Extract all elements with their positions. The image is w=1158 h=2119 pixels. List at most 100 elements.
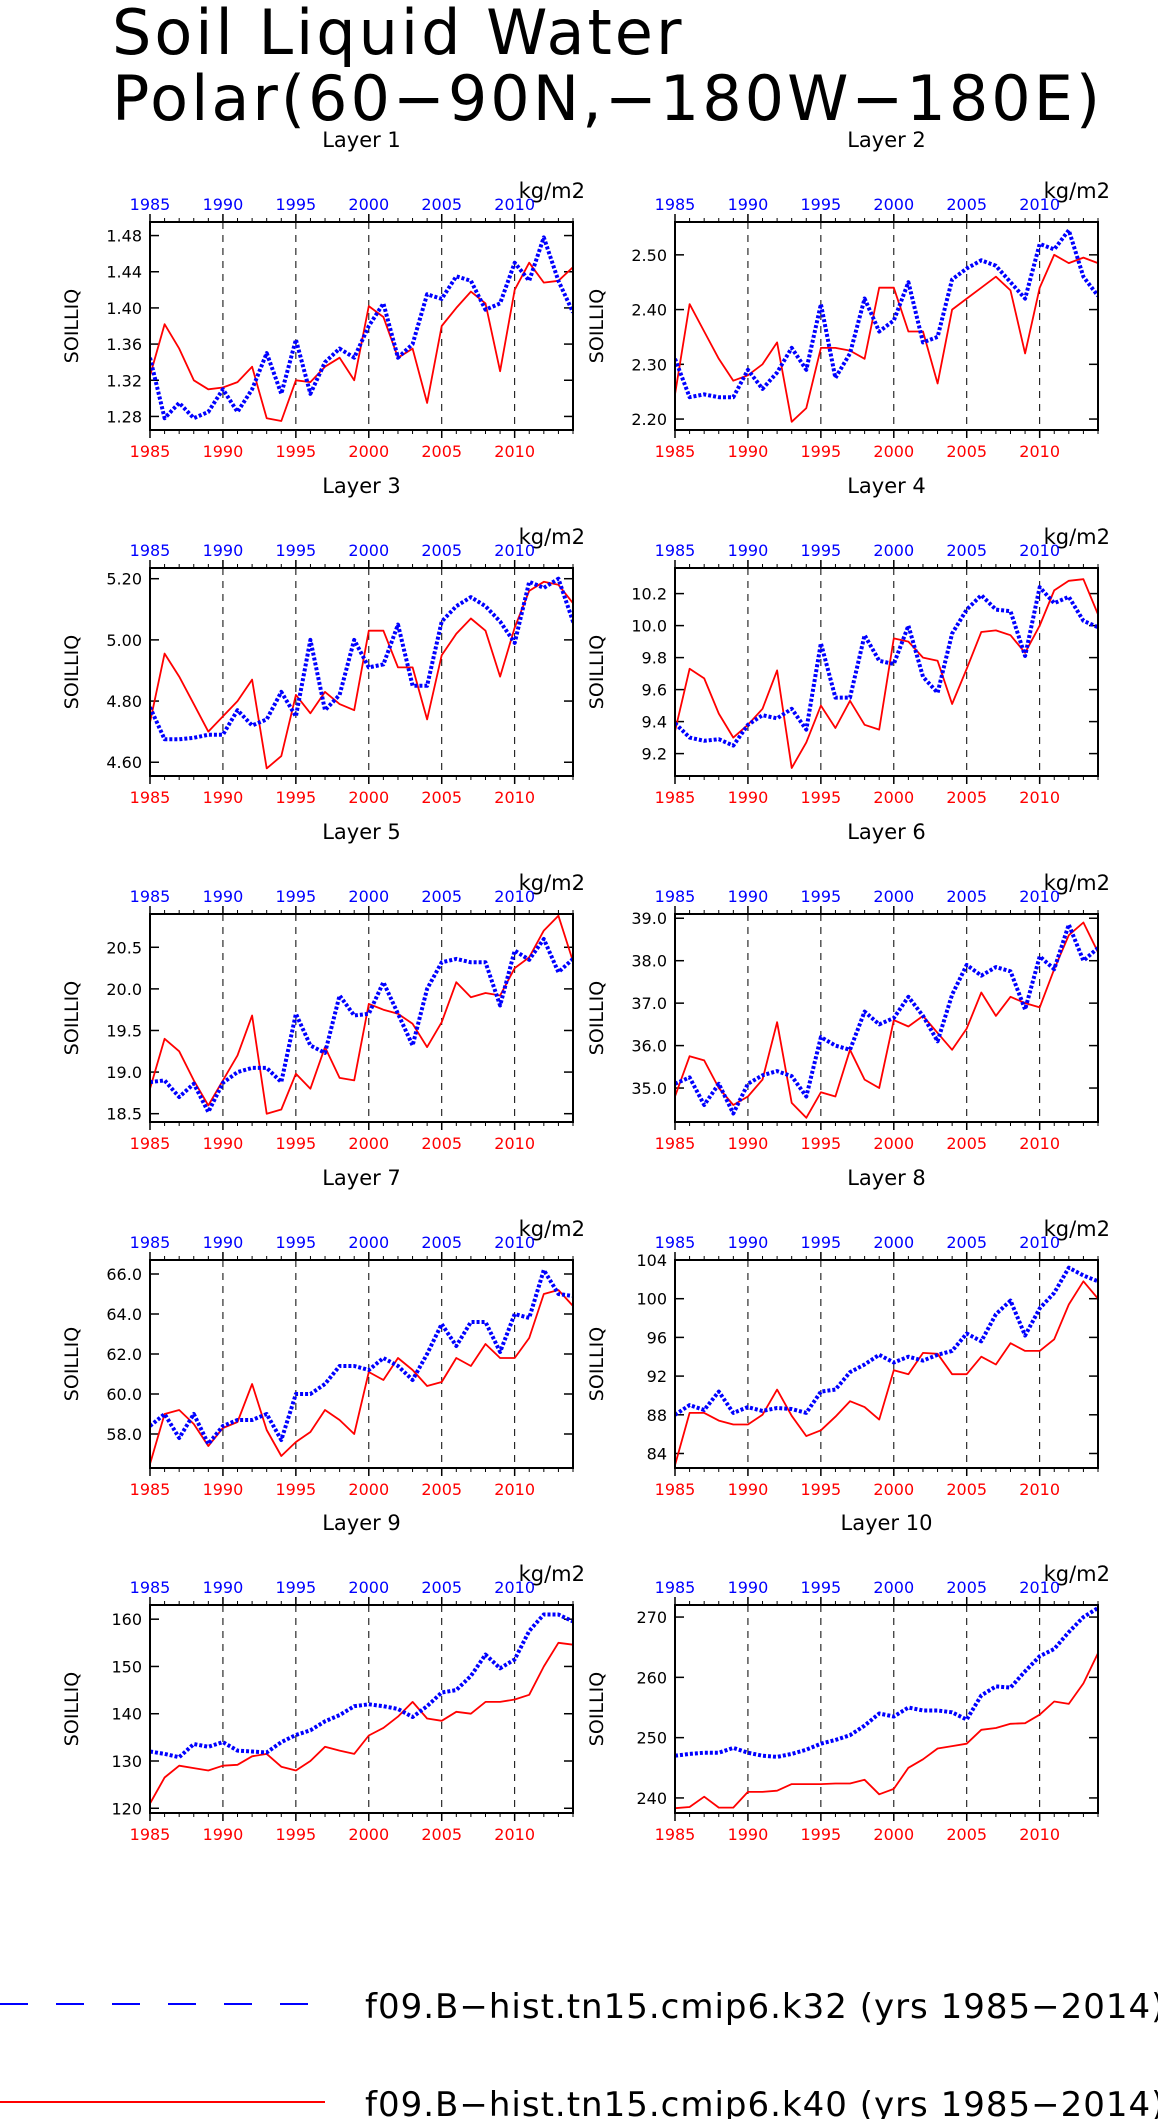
y-tick-label: 38.0 xyxy=(631,952,667,971)
y-tick-label: 4.80 xyxy=(106,692,142,711)
x-tick-label-bottom: 1995 xyxy=(801,1825,842,1844)
legend: f09.B−hist.tn15.cmip6.k32 (yrs 1985−2014… xyxy=(0,1987,1158,2119)
y-axis-label: SOILLIQ xyxy=(586,1672,608,1746)
x-tick-label-bottom: 1985 xyxy=(130,1134,171,1153)
y-tick-label: 260 xyxy=(636,1668,667,1687)
series-line-k32 xyxy=(675,585,1098,748)
x-tick-label-bottom: 2010 xyxy=(1019,442,1060,461)
y-tick-label: 1.36 xyxy=(106,335,142,354)
x-tick-label-top: 1990 xyxy=(728,887,769,906)
chart-title: Layer 3 xyxy=(322,474,401,498)
x-tick-label-top: 2000 xyxy=(873,195,914,214)
x-tick-label-bottom: 2010 xyxy=(1019,788,1060,807)
y-tick-label: 140 xyxy=(111,1705,142,1724)
series-group xyxy=(675,578,1098,769)
x-tick-label-top: 1990 xyxy=(728,541,769,560)
y-tick-label: 1.40 xyxy=(106,299,142,318)
x-tick-label-bottom: 2005 xyxy=(946,1825,987,1844)
x-tick-label-bottom: 1990 xyxy=(728,1480,769,1499)
series-line-k40 xyxy=(150,580,573,770)
y-axis-label: SOILLIQ xyxy=(61,289,83,363)
x-tick-label-bottom: 2010 xyxy=(1019,1134,1060,1153)
y-tick-label: 60.0 xyxy=(106,1385,142,1404)
x-tick-label-top: 2000 xyxy=(348,1233,389,1252)
x-tick-label-bottom: 1990 xyxy=(203,788,244,807)
x-tick-label-bottom: 1990 xyxy=(728,442,769,461)
y-tick-label: 130 xyxy=(111,1752,142,1771)
series-line-k32 xyxy=(150,937,573,1114)
x-tick-label-bottom: 1995 xyxy=(801,1134,842,1153)
x-tick-label-top: 2000 xyxy=(873,887,914,906)
series-line-k32 xyxy=(675,1265,1098,1417)
chart-title: Layer 8 xyxy=(847,1166,926,1190)
y-tick-label: 96 xyxy=(647,1328,667,1347)
y-axis-label: SOILLIQ xyxy=(61,1327,83,1401)
x-tick-label-bottom: 1985 xyxy=(130,788,171,807)
x-tick-label-top: 1990 xyxy=(203,1578,244,1597)
x-tick-label-top: 2005 xyxy=(946,1233,987,1252)
units-label: kg/m2 xyxy=(519,871,585,895)
x-tick-label-top: 1990 xyxy=(728,1578,769,1597)
x-tick-label-top: 1995 xyxy=(276,195,317,214)
units-label: kg/m2 xyxy=(519,1562,585,1586)
chart-title: Layer 7 xyxy=(322,1166,401,1190)
plot-frame xyxy=(149,221,574,431)
x-tick-label-bottom: 1990 xyxy=(203,1825,244,1844)
series-group xyxy=(675,1606,1098,1810)
x-tick-label-top: 2005 xyxy=(421,1233,462,1252)
chart-title: Layer 9 xyxy=(322,1511,401,1535)
y-tick-label: 64.0 xyxy=(106,1305,142,1324)
y-tick-label: 9.4 xyxy=(642,713,667,732)
y-tick-label: 37.0 xyxy=(631,994,667,1013)
x-tick-label-top: 1985 xyxy=(655,541,696,560)
series-group xyxy=(150,576,573,770)
series-group xyxy=(150,235,573,422)
chart-panel-10: Layer 10 kg/m2 SOILLIQ 1985 1985 1990 1990 1995… xyxy=(586,1511,1110,1844)
x-tick-label-top: 2005 xyxy=(421,887,462,906)
y-tick-label: 5.20 xyxy=(106,570,142,589)
series-group xyxy=(150,1612,573,1804)
series-line-k40 xyxy=(675,921,1098,1119)
legend-label: f09.B−hist.tn15.cmip6.k40 (yrs 1985−2014… xyxy=(365,2085,1158,2119)
y-tick-label: 20.0 xyxy=(106,980,142,999)
y-tick-label: 18.5 xyxy=(106,1105,142,1124)
y-tick-label: 19.0 xyxy=(106,1063,142,1082)
chart-panel-7: Layer 7 kg/m2 SOILLIQ 1985 1985 1990 1990 1995 1… xyxy=(61,1166,585,1499)
series-line-k32 xyxy=(675,922,1098,1116)
x-tick-label-top: 1995 xyxy=(801,1578,842,1597)
y-axis-label: SOILLIQ xyxy=(586,1327,608,1401)
x-tick-label-top: 2010 xyxy=(1019,195,1060,214)
series-line-k32 xyxy=(675,1606,1098,1759)
y-tick-label: 10.0 xyxy=(631,617,667,636)
x-tick-label-top: 1990 xyxy=(203,541,244,560)
x-tick-label-bottom: 2000 xyxy=(348,442,389,461)
series-line-k40 xyxy=(675,578,1098,769)
y-axis-label: SOILLIQ xyxy=(586,289,608,363)
series-line-k40 xyxy=(150,1641,573,1804)
x-tick-label-bottom: 1985 xyxy=(130,1825,171,1844)
x-tick-label-bottom: 1995 xyxy=(276,788,317,807)
x-tick-label-top: 1995 xyxy=(801,541,842,560)
series-line-k32 xyxy=(150,576,573,742)
x-tick-label-bottom: 2000 xyxy=(348,1480,389,1499)
chart-panel-3: Layer 3 kg/m2 SOILLIQ 1985 1985 1990 1990 1995 1… xyxy=(61,474,585,807)
y-tick-label: 120 xyxy=(111,1799,142,1818)
x-tick-label-bottom: 1995 xyxy=(801,788,842,807)
x-tick-label-bottom: 2000 xyxy=(873,788,914,807)
chart-panel-4: Layer 4 kg/m2 SOILLIQ 1985 1985 1990 1990 1995 1… xyxy=(586,474,1110,807)
x-tick-label-top: 2010 xyxy=(1019,887,1060,906)
chart-panel-6: Layer 6 kg/m2 SOILLIQ 1985 1985 1990 1990 1995 1… xyxy=(586,820,1110,1153)
y-tick-label: 240 xyxy=(636,1789,667,1808)
x-tick-label-top: 1985 xyxy=(655,887,696,906)
y-tick-label: 20.5 xyxy=(106,938,142,957)
y-tick-label: 1.48 xyxy=(106,227,142,246)
y-tick-label: 1.28 xyxy=(106,407,142,426)
figure-title-line-1: Soil Liquid Water xyxy=(112,0,685,69)
x-tick-label-top: 2010 xyxy=(494,1233,535,1252)
x-tick-label-top: 1990 xyxy=(203,1233,244,1252)
y-tick-label: 39.0 xyxy=(631,909,667,928)
y-tick-label: 1.32 xyxy=(106,371,142,390)
series-line-k32 xyxy=(150,235,573,421)
x-tick-label-bottom: 2000 xyxy=(348,1134,389,1153)
y-tick-label: 10.2 xyxy=(631,585,667,604)
